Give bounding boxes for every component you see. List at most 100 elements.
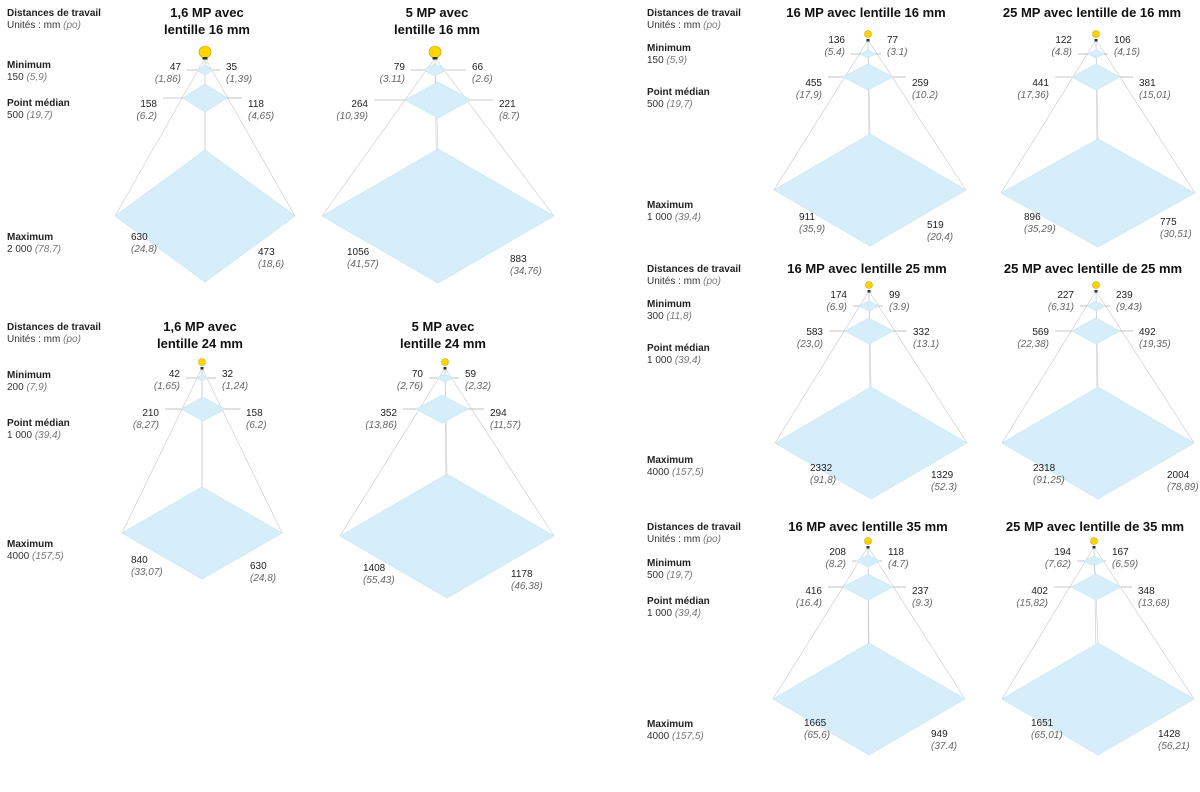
minimum-plane (436, 373, 454, 383)
camera-body (1090, 537, 1098, 545)
median-left-dimension-mm: 441 (1032, 78, 1049, 89)
minimum-left-dimension-mm: 208 (829, 547, 846, 558)
maximum-right-dimension-mm: 2004 (1167, 470, 1190, 481)
camera-icon (198, 45, 212, 60)
maximum-distance-value: 4000 (157,5) (647, 731, 704, 742)
maximum-left-dimension-mm: 1408 (363, 563, 386, 574)
frustum-edge (1001, 546, 1095, 700)
camera-icon (428, 45, 442, 60)
median-label: Point médian (7, 98, 70, 109)
minimum-right-dimension-in: (1,24) (222, 381, 248, 392)
camera-icon (1090, 537, 1098, 549)
diagram-title: 5 MP avec (412, 319, 475, 334)
camera-lens (1094, 39, 1098, 42)
minimum-left-dimension-mm: 79 (394, 62, 406, 73)
median-left-dimension-in: (15,82) (1016, 598, 1048, 609)
camera-body (1092, 281, 1100, 289)
median-right-dimension-in: (8.7) (499, 111, 520, 122)
camera-fov-diagram: 1,6 MP avec lentille 16 mm 47(1,86) 35(1,39… (114, 5, 296, 283)
minimum-left-dimension-in: (8.2) (825, 559, 846, 570)
diagram-title: 25 MP avec lentille de 16 mm (1003, 5, 1181, 20)
median-label: Point médian (647, 343, 710, 354)
median-left-dimension-in: (8,27) (133, 420, 159, 431)
median-plane (404, 81, 472, 119)
median-right-dimension-in: (11,57) (490, 420, 521, 431)
minimum-right-dimension-mm: 32 (222, 369, 234, 380)
minimum-distance-value: 150 (5,9) (647, 55, 687, 66)
diagram-title: lentille 24 mm (157, 336, 243, 351)
frustum-edge (444, 367, 555, 537)
maximum-right-dimension-mm: 1329 (931, 470, 954, 481)
median-right-dimension-in: (6.2) (246, 420, 267, 431)
camera-fov-diagram: 16 MP avec lentille 16 mm 136(5.4) 77(3.1)… (773, 5, 967, 247)
camera-lens (1092, 546, 1096, 549)
minimum-right-dimension-in: (2.6) (472, 74, 493, 85)
maximum-right-dimension-mm: 775 (1160, 217, 1177, 228)
median-plane (842, 573, 894, 601)
camera-lens (200, 367, 204, 370)
minimum-right-dimension-in: (3.9) (889, 302, 910, 313)
median-right-dimension-mm: 332 (913, 327, 930, 338)
maximum-right-dimension-in: (34,76) (510, 266, 542, 277)
maximum-distance-value: 2 000 (78,7) (7, 244, 61, 255)
median-left-dimension-in: (22,38) (1017, 339, 1049, 350)
minimum-right-dimension-in: (4.7) (888, 559, 909, 570)
maximum-plane (1001, 642, 1195, 756)
median-left-dimension-in: (17,36) (1017, 90, 1049, 101)
median-left-dimension-mm: 210 (142, 408, 159, 419)
minimum-right-dimension-mm: 99 (889, 290, 901, 301)
frustum-edge (339, 367, 446, 537)
maximum-right-dimension-mm: 519 (927, 220, 944, 231)
median-right-dimension-in: (15,01) (1139, 90, 1171, 101)
frustum-edge (1095, 39, 1196, 194)
minimum-right-dimension-mm: 118 (888, 547, 904, 558)
frustum-edge (321, 57, 436, 217)
camera-lens (432, 57, 438, 60)
minimum-left-dimension-in: (1,65) (154, 381, 180, 392)
median-right-dimension-mm: 348 (1138, 586, 1155, 597)
maximum-label: Maximum (647, 719, 693, 730)
minimum-left-dimension-mm: 122 (1055, 35, 1072, 46)
minimum-right-dimension-in: (1,39) (226, 74, 252, 85)
camera-body (198, 45, 212, 59)
diagram-title: 1,6 MP avec (170, 5, 243, 20)
median-distance-value: 1 000 (39,4) (647, 355, 701, 366)
maximum-left-dimension-mm: 1665 (804, 718, 827, 729)
maximum-left-dimension-mm: 911 (799, 212, 815, 223)
minimum-plane (1087, 49, 1105, 59)
frustum-edge (121, 367, 203, 534)
diagram-title: 25 MP avec lentille de 35 mm (1006, 519, 1184, 534)
camera-icon (865, 281, 873, 293)
median-distance-value: 1 000 (39,4) (7, 430, 61, 441)
diagram-title: 16 MP avec lentille 25 mm (787, 261, 946, 276)
minimum-right-dimension-mm: 35 (226, 62, 238, 73)
minimum-distance-value: 150 (5,9) (7, 72, 47, 83)
median-distance-value: 500 (19,7) (7, 110, 53, 121)
distances-heading: Distances de travail (647, 264, 741, 275)
maximum-plane (1000, 138, 1196, 248)
frustum-edge (201, 367, 283, 534)
median-right-dimension-mm: 492 (1139, 327, 1156, 338)
median-plane (180, 396, 226, 422)
minimum-left-dimension-in: (6.9) (826, 302, 847, 313)
median-plane (1071, 63, 1121, 91)
minimum-plane (422, 63, 448, 77)
distances-heading: Distances de travail (7, 322, 101, 333)
median-right-dimension-mm: 221 (499, 99, 516, 110)
minimum-left-dimension-mm: 136 (828, 35, 845, 46)
minimum-plane (858, 300, 880, 312)
median-right-dimension-in: (9.3) (912, 598, 933, 609)
minimum-label: Minimum (647, 558, 691, 569)
maximum-right-dimension-mm: 473 (258, 247, 275, 258)
minimum-left-dimension-in: (1,86) (155, 74, 181, 85)
median-label: Point médian (647, 87, 710, 98)
median-plane (415, 394, 469, 424)
diagram-title: 16 MP avec lentille 16 mm (786, 5, 945, 20)
maximum-plane (772, 642, 966, 756)
minimum-label: Minimum (7, 370, 51, 381)
frustum-edge (774, 290, 870, 444)
minimum-left-dimension-in: (5.4) (824, 47, 845, 58)
frustum-edge (114, 57, 206, 217)
